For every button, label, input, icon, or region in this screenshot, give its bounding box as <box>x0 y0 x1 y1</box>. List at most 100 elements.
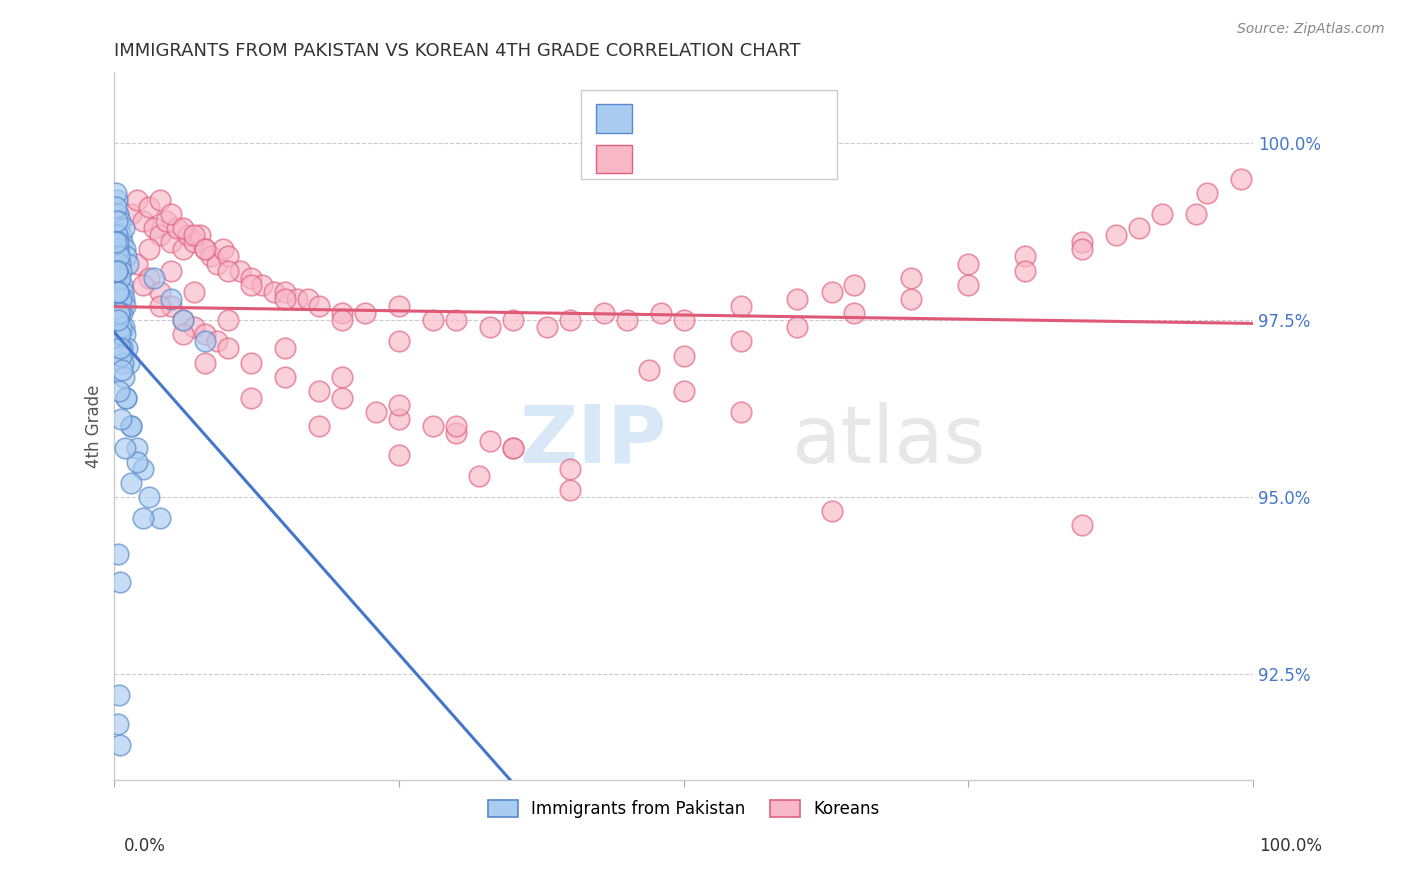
Point <box>108 256 131 270</box>
Point <box>1185 207 1208 221</box>
Point <box>172 221 194 235</box>
Point <box>110 263 132 277</box>
Point <box>108 306 131 320</box>
Point <box>177 228 200 243</box>
Point <box>112 221 135 235</box>
Point <box>844 277 866 292</box>
Point <box>172 327 194 342</box>
Text: 0.0%: 0.0% <box>124 837 166 855</box>
Point <box>138 200 160 214</box>
Point <box>672 384 695 398</box>
Text: N =: N = <box>730 110 776 128</box>
Point <box>127 441 149 455</box>
Point <box>217 263 239 277</box>
Point <box>172 313 194 327</box>
Point <box>149 299 172 313</box>
Point <box>107 243 129 257</box>
Point <box>957 256 980 270</box>
Point <box>422 313 444 327</box>
Point <box>1197 186 1219 200</box>
Point <box>650 306 672 320</box>
Text: IMMIGRANTS FROM PAKISTAN VS KOREAN 4TH GRADE CORRELATION CHART: IMMIGRANTS FROM PAKISTAN VS KOREAN 4TH G… <box>114 42 801 60</box>
Point <box>593 306 616 320</box>
Point <box>194 327 217 342</box>
Point <box>108 306 131 320</box>
Point <box>114 391 136 405</box>
Point <box>820 285 842 299</box>
Point <box>308 384 330 398</box>
Point <box>308 299 330 313</box>
Point <box>112 292 135 306</box>
Point <box>107 547 129 561</box>
Point <box>143 270 166 285</box>
Point <box>536 320 558 334</box>
Point <box>388 412 411 426</box>
Point <box>121 207 143 221</box>
Point <box>1014 263 1036 277</box>
Text: N =: N = <box>730 150 776 168</box>
Point <box>105 193 128 207</box>
Point <box>155 214 177 228</box>
Point <box>444 419 467 434</box>
Point <box>138 490 160 504</box>
Point <box>111 342 134 356</box>
Text: atlas: atlas <box>792 401 986 480</box>
Point <box>479 320 502 334</box>
Point <box>1105 228 1128 243</box>
Point <box>110 349 132 363</box>
Point <box>108 327 131 342</box>
Point <box>118 356 141 370</box>
Point <box>114 243 136 257</box>
Text: 100.0%: 100.0% <box>1258 837 1322 855</box>
Point <box>330 313 353 327</box>
Point <box>127 193 149 207</box>
Point <box>285 292 308 306</box>
Point <box>205 334 228 349</box>
Point <box>107 716 129 731</box>
Point <box>110 292 132 306</box>
Text: Source: ZipAtlas.com: Source: ZipAtlas.com <box>1237 22 1385 37</box>
Point <box>354 306 377 320</box>
Point <box>149 193 172 207</box>
Point <box>900 270 922 285</box>
Point <box>558 313 581 327</box>
Point <box>330 306 353 320</box>
Text: 0.376: 0.376 <box>682 150 738 168</box>
Point <box>121 419 143 434</box>
Point <box>467 469 489 483</box>
Point <box>132 511 155 525</box>
Point <box>308 419 330 434</box>
Point <box>263 285 285 299</box>
Point <box>166 221 188 235</box>
Point <box>114 299 136 313</box>
Point <box>107 235 129 250</box>
Point <box>200 250 222 264</box>
Point <box>114 327 136 342</box>
Point <box>240 277 263 292</box>
Point <box>388 448 411 462</box>
Point <box>217 342 239 356</box>
Point <box>121 419 143 434</box>
Point <box>274 342 297 356</box>
Point <box>188 228 211 243</box>
Point <box>111 362 134 376</box>
Point <box>672 349 695 363</box>
Point <box>108 342 131 356</box>
Point <box>1230 171 1253 186</box>
Point <box>1150 207 1173 221</box>
Point <box>616 313 638 327</box>
Point <box>558 462 581 476</box>
Point <box>194 356 217 370</box>
FancyBboxPatch shape <box>596 145 633 173</box>
Point <box>786 320 808 334</box>
Point <box>107 207 129 221</box>
Point <box>132 277 155 292</box>
Point <box>112 320 135 334</box>
Point <box>160 299 183 313</box>
Point <box>138 270 160 285</box>
Text: 115: 115 <box>775 150 813 168</box>
Point <box>105 228 128 243</box>
Point <box>143 221 166 235</box>
Point <box>274 292 297 306</box>
Point <box>730 299 752 313</box>
